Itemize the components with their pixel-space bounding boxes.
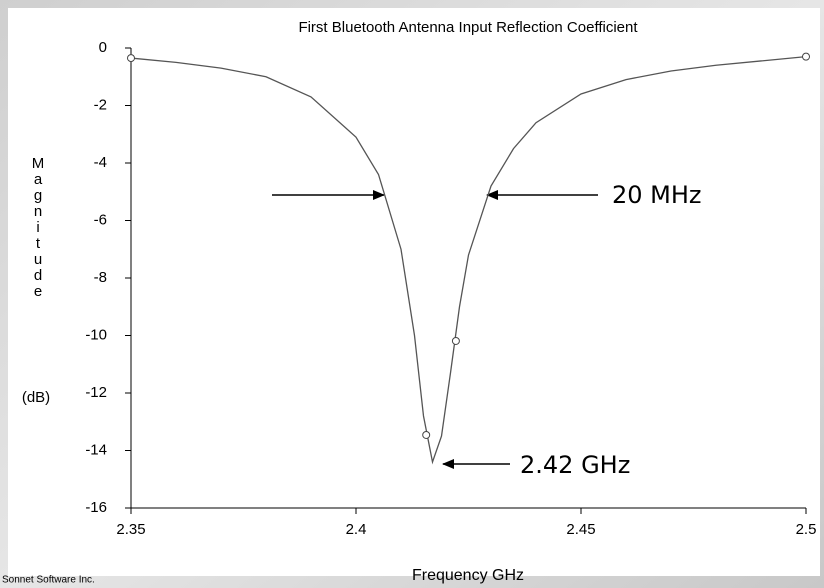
x-tick-label: 2.4 [346, 521, 367, 538]
y-tick-label: 0 [99, 39, 107, 56]
marker [422, 430, 431, 439]
y-tick-label: -8 [94, 269, 107, 286]
y-axis-label: Magnitude [30, 155, 47, 299]
marker [451, 336, 460, 345]
y-tick-label: -16 [85, 499, 107, 516]
x-tick-label: 2.5 [796, 521, 817, 538]
marker [802, 52, 810, 61]
y-tick-label: -2 [94, 96, 107, 113]
x-tick-label: 2.35 [116, 521, 145, 538]
x-axis-label: Frequency GHz [412, 567, 524, 584]
line [130, 55, 807, 465]
marker [127, 54, 135, 63]
y-tick-label: -6 [94, 211, 107, 228]
y-tick-label: -10 [85, 326, 107, 343]
panel [8, 8, 820, 576]
x-tick-label: 2.45 [566, 521, 595, 538]
y-tick-label: -12 [85, 384, 107, 401]
chart-title: First Bluetooth Antenna Input Reflection… [298, 19, 638, 36]
y-tick-label: -4 [94, 154, 107, 171]
y-axis-unit: (dB) [22, 389, 50, 406]
annotation: 20 MHz [612, 181, 702, 209]
y-tick-label: -14 [85, 441, 107, 458]
annotation: 2.42 GHz [520, 451, 630, 479]
credit: Sonnet Software Inc. [2, 575, 95, 586]
